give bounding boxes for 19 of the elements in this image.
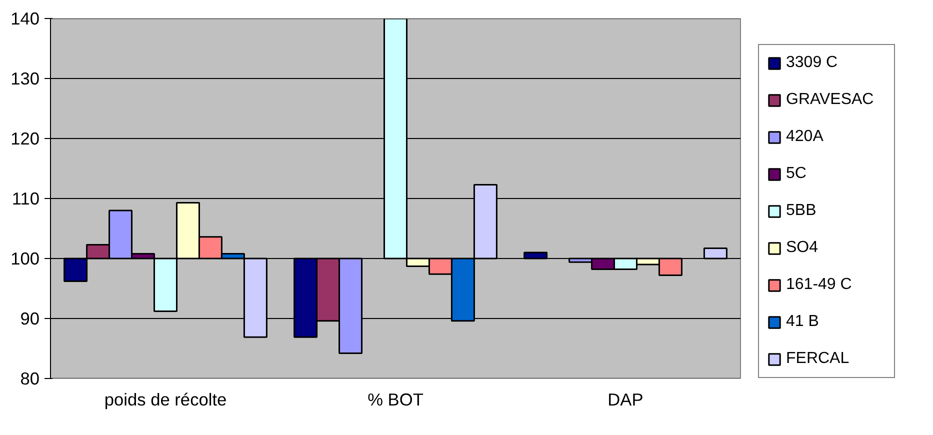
legend-label: GRAVESAC [786,90,875,110]
legend-label: 5C [786,164,808,184]
legend-label: FERCAL [786,349,850,369]
y-tick-label: 110 [12,188,40,208]
legend-label: SO4 [786,238,820,258]
x-tick-label: DAP [608,390,644,410]
y-tick-label: 90 [20,308,40,328]
x-tick-label: % BOT [368,390,424,410]
legend-label: 3309 C [786,53,839,73]
legend-label: 41 B [786,312,820,332]
y-tick-label: 140 [10,8,40,28]
legend-label: 420A [786,127,824,147]
y-tick-label: 100 [10,248,40,268]
x-tick-label: poids de récolte [104,390,227,410]
y-tick-label: 130 [10,68,40,88]
legend-label: 5BB [786,201,818,221]
y-tick-label: 80 [20,368,40,388]
y-tick-label: 120 [10,128,40,148]
legend-label: 161-49 C [786,275,853,295]
